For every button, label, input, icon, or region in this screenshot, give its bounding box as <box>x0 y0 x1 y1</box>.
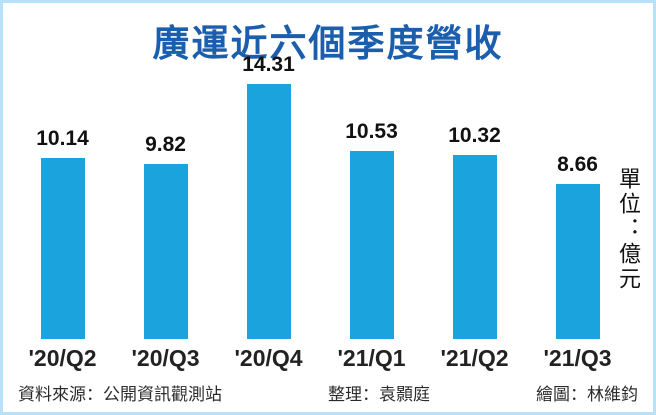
unit-axis-label: 單位：億元 <box>616 167 641 292</box>
category-label: '21/Q3 <box>543 345 612 371</box>
bar-chart: 10.14 '20/Q2 9.82 '20/Q3 14.31 '20/Q4 10… <box>11 53 629 372</box>
bar <box>246 84 291 339</box>
value-label: 10.53 <box>345 120 398 143</box>
category-label: '20/Q3 <box>131 345 200 371</box>
value-label: 14.31 <box>242 53 295 76</box>
bar-group: 8.66 '21/Q3 <box>526 153 629 372</box>
category-label: '20/Q4 <box>234 345 303 371</box>
bar-group: 14.31 '20/Q4 <box>217 53 320 372</box>
bar <box>40 158 85 339</box>
bar-group: 9.82 '20/Q3 <box>114 133 217 372</box>
footer-editor: 整理：袁顥庭 <box>328 385 430 404</box>
category-label: '21/Q1 <box>337 345 406 371</box>
value-label: 8.66 <box>557 153 598 176</box>
value-label: 10.32 <box>448 124 501 147</box>
value-label: 10.14 <box>36 127 89 150</box>
footer: 資料來源：公開資訊觀測站 整理：袁顥庭 繪圖：林維鈞 <box>3 380 653 405</box>
value-label: 9.82 <box>145 133 186 156</box>
bar <box>555 184 600 339</box>
bar <box>452 155 497 339</box>
footer-illustrator: 繪圖：林維鈞 <box>536 385 638 404</box>
bar-group: 10.53 '21/Q1 <box>320 120 423 372</box>
bar-group: 10.32 '21/Q2 <box>423 124 526 372</box>
chart-title: 廣運近六個季度營收 <box>152 23 504 64</box>
bar <box>349 151 394 339</box>
bar-group: 10.14 '20/Q2 <box>11 127 114 372</box>
footer-source: 資料來源：公開資訊觀測站 <box>18 385 222 404</box>
category-label: '21/Q2 <box>440 345 509 371</box>
category-label: '20/Q2 <box>28 345 97 371</box>
bar <box>143 164 188 339</box>
